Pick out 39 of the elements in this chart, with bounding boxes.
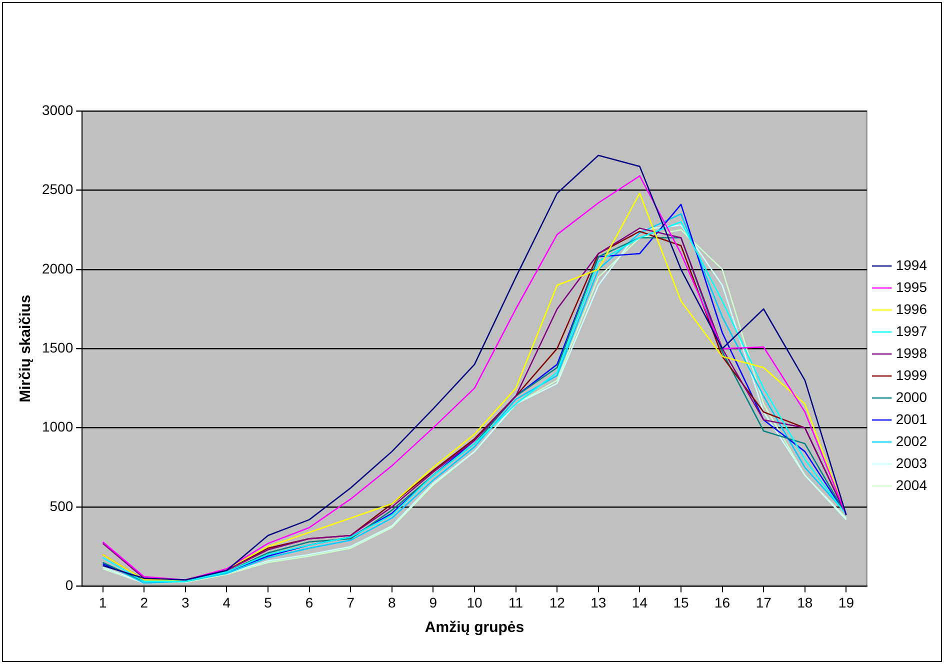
legend-label: 2004: [896, 476, 928, 493]
x-tick-label: 3: [182, 594, 190, 610]
legend-label: 2002: [896, 432, 928, 449]
legend-label: 2001: [896, 410, 928, 427]
x-tick-label: 16: [714, 594, 730, 610]
x-tick-label: 15: [673, 594, 689, 610]
legend-label: 1999: [896, 366, 928, 383]
y-axis-title: Mirčių skaičius: [17, 294, 34, 402]
y-tick-label: 3000: [42, 102, 74, 118]
x-tick-label: 7: [346, 594, 355, 610]
x-tick-label: 2: [140, 594, 148, 610]
x-tick-label: 10: [466, 594, 482, 610]
x-tick-label: 14: [632, 594, 648, 610]
legend-label: 1998: [896, 344, 928, 361]
legend-label: 1996: [896, 300, 928, 317]
x-tick-label: 9: [429, 594, 438, 610]
y-tick-label: 2000: [42, 260, 74, 276]
x-tick-label: 12: [549, 594, 566, 610]
x-tick-label: 11: [508, 594, 524, 610]
legend-label: 1997: [896, 322, 928, 339]
x-tick-label: 5: [264, 594, 272, 610]
x-tick-label: 17: [756, 594, 772, 610]
legend-label: 2003: [896, 454, 928, 471]
x-tick-label: 4: [222, 594, 231, 610]
y-tick-label: 500: [50, 498, 74, 514]
y-tick-label: 1000: [42, 418, 74, 435]
y-tick-label: 2500: [42, 181, 74, 198]
x-tick-label: 18: [797, 594, 813, 610]
legend-label: 1994: [896, 256, 928, 273]
x-tick-label: 19: [838, 594, 854, 610]
y-tick-label: 1500: [42, 339, 74, 356]
x-tick-label: 1: [98, 594, 107, 610]
legend-label: 1995: [896, 278, 928, 295]
legend-label: 2000: [896, 388, 928, 405]
x-axis-title: Amžių grupės: [424, 619, 524, 636]
x-tick-label: 8: [388, 594, 396, 610]
x-tick-label: 13: [590, 594, 606, 610]
y-tick-label: 0: [65, 577, 74, 594]
x-tick-label: 6: [305, 594, 314, 610]
